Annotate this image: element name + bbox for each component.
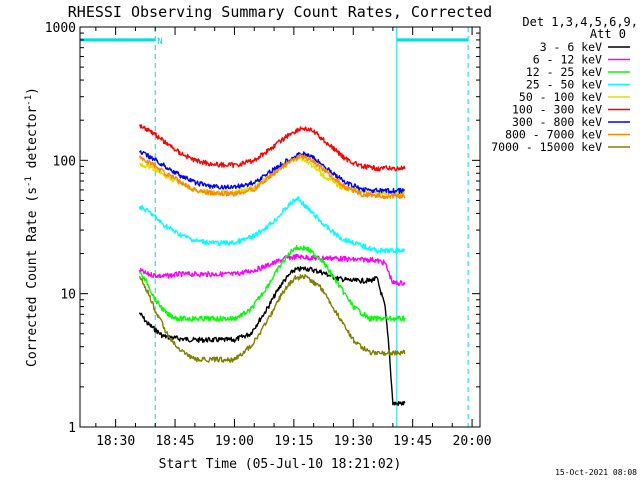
y-tick-label: 1 — [68, 421, 76, 436]
y-tick-label: 10 — [60, 288, 76, 303]
legend-header-line-2: Att 0 — [590, 27, 626, 41]
footer-date: 15-Oct-2021 08:08 — [555, 468, 637, 477]
legend-label-7000-15000-kev: 7000 - 15000 keV — [491, 140, 602, 154]
x-tick-label: 20:00 — [453, 434, 492, 449]
series-line-6-12-kev — [138, 253, 406, 287]
x-tick-label: 18:30 — [96, 434, 135, 449]
legend-label-300-800-kev: 300 - 800 keV — [512, 115, 602, 129]
series-line-100-300-kev — [139, 124, 406, 172]
series-line-12-25-kev — [138, 244, 406, 322]
series-line-300-800-kev — [138, 150, 405, 194]
series-layer — [138, 124, 406, 406]
legend-header: Det 1,3,4,5,6,9, Att 0 — [522, 15, 638, 41]
plot-frame — [79, 26, 481, 428]
series-line-800-7000-kev — [138, 153, 406, 200]
x-axis-label: Start Time (05-Jul-10 18:21:02) — [159, 457, 402, 472]
y-axis: 1 10 100 1000 — [45, 21, 480, 436]
legend-label-800-7000-kev: 800 - 7000 keV — [505, 128, 602, 142]
x-tick-label: 19:45 — [393, 434, 432, 449]
legend-label-25-50-kev: 25 - 50 keV — [526, 78, 602, 92]
legend-header-line-1: Det 1,3,4,5,6,9, — [522, 15, 638, 29]
flag-layer — [80, 27, 469, 427]
series-line-25-50-kev — [138, 196, 406, 254]
x-tick-label: 19:30 — [334, 434, 373, 449]
series-line-3-6-kev — [138, 266, 406, 406]
y-axis-label: Corrected Count Rate (s-1 detector-1) — [24, 87, 40, 367]
legend-label-100-300-kev: 100 - 300 keV — [512, 103, 602, 117]
y-tick-label: 100 — [53, 154, 76, 169]
series-line-7000-15000-kev — [138, 274, 406, 363]
y-tick-label: 1000 — [45, 21, 76, 36]
plot-area: 18:30 18:45 19:00 19:15 19:30 19:45 20:00 1101… — [45, 21, 492, 449]
x-tick-label: 19:15 — [274, 434, 313, 449]
legend-label-3-6-kev: 3 - 6 keV — [540, 40, 602, 54]
legend-label-12-25-kev: 12 - 25 keV — [526, 65, 602, 79]
chart-title: RHESSI Observing Summary Count Rates, Co… — [68, 3, 492, 21]
legend-label-50-100-kev: 50 - 100 keV — [519, 90, 602, 104]
x-tick-label: 19:00 — [215, 434, 254, 449]
flag-label: N — [157, 37, 162, 47]
legend-label-6-12-kev: 6 - 12 keV — [533, 53, 602, 67]
x-tick-label: 18:45 — [155, 434, 194, 449]
x-axis: 18:30 18:45 19:00 19:15 19:30 19:45 20:00 — [95, 27, 492, 449]
